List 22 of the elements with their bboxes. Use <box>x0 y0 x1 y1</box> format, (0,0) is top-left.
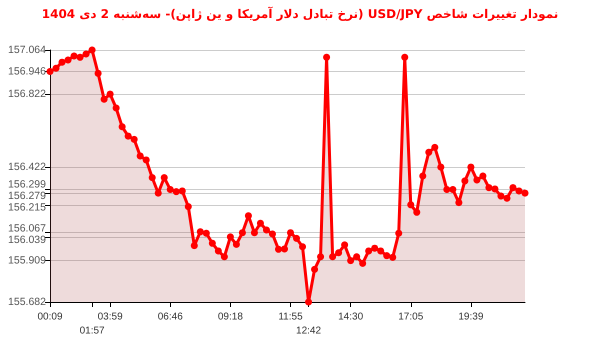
y-tick-label: 156.039 <box>8 234 46 246</box>
x-tick-label: 00:09 <box>37 312 63 322</box>
y-tick-label: 156.215 <box>8 201 46 214</box>
y-tick-label: 156.946 <box>8 66 46 78</box>
y-tick-label: 156.067 <box>8 222 46 235</box>
x-tick-label: 14:30 <box>338 312 364 322</box>
x-tick-label: 12:42 <box>296 326 322 336</box>
y-tick-label: 155.682 <box>8 296 46 308</box>
x-tick-label: 19:39 <box>458 312 484 322</box>
x-tick-label: 03:59 <box>98 312 124 322</box>
x-tick-label: 11:55 <box>278 312 304 322</box>
x-tick-label: 01:57 <box>80 326 106 336</box>
y-tick-label: 155.909 <box>8 254 46 267</box>
x-tick-label: 17:05 <box>398 312 424 322</box>
chart-title: نمودار تغییرات شاخص USD/JPY (نرخ تبادل دلار آمریکا و ین ژاپن)- سه‌شنبه 2 دی 1404 <box>40 7 560 21</box>
x-tick-label: 09:18 <box>218 312 244 322</box>
x-tick-label: 06:46 <box>158 312 184 322</box>
y-tick-label: 157.064 <box>8 44 46 56</box>
y-tick-label: 156.822 <box>8 88 46 100</box>
y-tick-label: 156.299 <box>8 178 46 190</box>
y-tick-label: 156.422 <box>8 161 46 174</box>
y-tick-label: 156.279 <box>8 190 46 202</box>
